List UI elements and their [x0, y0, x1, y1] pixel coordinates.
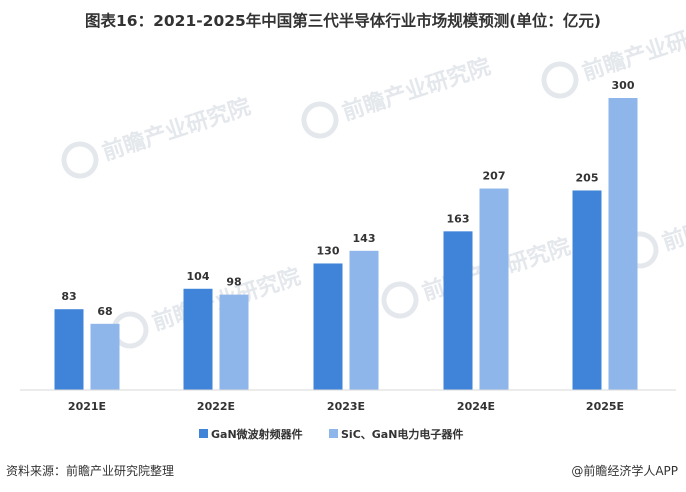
bars-group: 83 68 104 98 130 143 163 207 205 300 — [54, 79, 638, 390]
x-tick-label: 2023E — [327, 400, 365, 413]
x-tick-label: 2024E — [457, 400, 495, 413]
watermark-text: 前瞻产业研究院 — [339, 54, 494, 126]
bar-series-1 — [443, 231, 473, 390]
data-label: 98 — [226, 276, 241, 289]
legend: GaN微波射频器件 SiC、GaN电力电子器件 — [199, 427, 463, 441]
bar-series-2 — [608, 98, 638, 390]
watermark-logo-icon — [541, 61, 579, 99]
x-tick-label: 2021E — [68, 400, 106, 413]
data-label: 68 — [97, 305, 112, 318]
chart-title: 图表16：2021-2025年中国第三代半导体行业市场规模预测(单位：亿元) — [85, 12, 601, 30]
x-tick-labels: 2021E 2022E 2023E 2024E 2025E — [68, 400, 624, 413]
watermark-logo-icon — [61, 141, 99, 179]
data-label: 205 — [576, 171, 599, 184]
data-label: 163 — [447, 212, 470, 225]
data-label: 104 — [187, 270, 210, 283]
bar-series-2 — [479, 188, 509, 390]
legend-label: GaN微波射频器件 — [211, 427, 303, 441]
x-tick-label: 2022E — [197, 400, 235, 413]
bar-series-2 — [90, 323, 120, 390]
data-label: 300 — [612, 79, 635, 92]
bar-series-1 — [54, 309, 84, 390]
legend-swatch — [329, 429, 338, 438]
watermark-text: 前瞻产业研究院 — [659, 184, 686, 256]
bar-series-1 — [572, 190, 602, 390]
legend-swatch — [199, 429, 208, 438]
watermark: 前瞻产业研究院 — [61, 94, 254, 179]
data-label: 143 — [353, 232, 376, 245]
data-label: 83 — [61, 290, 76, 303]
watermark: 前瞻产业研究院 — [381, 234, 574, 319]
watermark-logo-icon — [301, 101, 339, 139]
watermark-logo-icon — [381, 281, 419, 319]
watermark-text: 前瞻产业研究院 — [579, 14, 686, 86]
data-label: 130 — [317, 244, 340, 257]
watermark: 前瞻产业研究院 — [301, 54, 494, 139]
source-note: 资料来源：前瞻产业研究院整理 — [6, 464, 175, 478]
x-tick-label: 2025E — [586, 400, 624, 413]
legend-label: SiC、GaN电力电子器件 — [341, 427, 463, 441]
bar-series-2 — [219, 294, 249, 390]
data-label: 207 — [483, 170, 506, 183]
bar-series-2 — [349, 250, 379, 390]
brand-credit: @前瞻经济学人APP — [571, 464, 678, 478]
bar-series-1 — [313, 263, 343, 390]
watermark-text: 前瞻产业研究院 — [99, 94, 254, 166]
bar-series-1 — [183, 288, 213, 390]
